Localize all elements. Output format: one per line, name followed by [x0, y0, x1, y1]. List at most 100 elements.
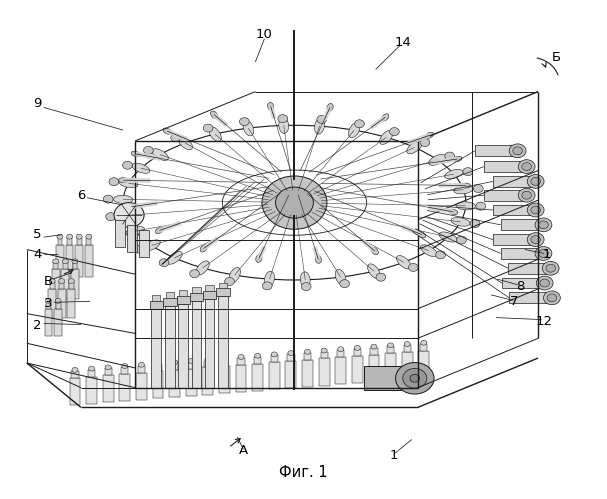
- Bar: [509, 292, 548, 303]
- Ellipse shape: [211, 111, 217, 118]
- Circle shape: [527, 175, 544, 188]
- Bar: [269, 362, 280, 389]
- Bar: [236, 365, 246, 392]
- Circle shape: [513, 147, 523, 155]
- Bar: [70, 378, 80, 405]
- Circle shape: [276, 187, 313, 218]
- Bar: [152, 295, 160, 301]
- Text: 1: 1: [390, 449, 398, 462]
- Text: 10: 10: [256, 28, 273, 41]
- Text: 1: 1: [543, 248, 551, 261]
- Bar: [203, 291, 216, 299]
- Bar: [53, 262, 58, 269]
- Circle shape: [238, 354, 244, 359]
- Ellipse shape: [119, 179, 138, 188]
- Circle shape: [72, 259, 78, 264]
- Bar: [50, 282, 55, 289]
- Bar: [304, 353, 311, 360]
- Ellipse shape: [134, 245, 144, 253]
- Ellipse shape: [278, 115, 288, 123]
- Circle shape: [188, 358, 194, 363]
- Bar: [387, 346, 394, 353]
- Ellipse shape: [382, 114, 389, 121]
- Bar: [484, 190, 523, 201]
- Bar: [302, 360, 313, 387]
- Bar: [88, 370, 95, 377]
- Bar: [54, 309, 62, 336]
- Ellipse shape: [196, 261, 209, 275]
- Circle shape: [518, 160, 535, 174]
- Circle shape: [155, 361, 161, 366]
- Ellipse shape: [454, 186, 473, 194]
- Text: 6: 6: [76, 189, 85, 202]
- Bar: [493, 176, 532, 187]
- Ellipse shape: [439, 232, 457, 242]
- Bar: [402, 352, 413, 379]
- Ellipse shape: [335, 269, 346, 285]
- Bar: [48, 289, 56, 317]
- Bar: [121, 367, 129, 374]
- Bar: [253, 364, 263, 391]
- Bar: [56, 302, 61, 309]
- Circle shape: [72, 367, 78, 372]
- Bar: [219, 366, 230, 393]
- Bar: [337, 350, 344, 357]
- Bar: [149, 301, 163, 309]
- Ellipse shape: [461, 183, 470, 188]
- Bar: [166, 292, 174, 298]
- Bar: [493, 234, 532, 245]
- Ellipse shape: [354, 120, 364, 128]
- Circle shape: [509, 144, 526, 158]
- Circle shape: [527, 203, 544, 217]
- Circle shape: [63, 259, 69, 264]
- Circle shape: [321, 348, 327, 353]
- Circle shape: [410, 374, 419, 382]
- Bar: [352, 356, 363, 383]
- Circle shape: [540, 279, 549, 287]
- Bar: [254, 357, 261, 364]
- Ellipse shape: [163, 128, 171, 134]
- Ellipse shape: [209, 127, 222, 141]
- Circle shape: [67, 234, 73, 239]
- Ellipse shape: [449, 209, 458, 215]
- Ellipse shape: [436, 251, 446, 259]
- Ellipse shape: [155, 228, 164, 234]
- Bar: [368, 354, 379, 382]
- Ellipse shape: [243, 120, 254, 136]
- Bar: [335, 357, 346, 384]
- Circle shape: [536, 276, 553, 290]
- Bar: [501, 220, 540, 230]
- Ellipse shape: [106, 213, 115, 221]
- Ellipse shape: [429, 154, 446, 165]
- Ellipse shape: [368, 264, 380, 278]
- Bar: [418, 351, 429, 378]
- Ellipse shape: [314, 118, 325, 134]
- Circle shape: [122, 364, 128, 368]
- Ellipse shape: [118, 178, 128, 183]
- Ellipse shape: [132, 163, 150, 173]
- Circle shape: [543, 291, 560, 305]
- Circle shape: [222, 356, 228, 361]
- Bar: [151, 309, 161, 388]
- Ellipse shape: [203, 124, 213, 132]
- Circle shape: [531, 178, 540, 185]
- Ellipse shape: [126, 227, 144, 236]
- Text: 2: 2: [33, 319, 42, 332]
- Circle shape: [138, 362, 144, 367]
- Bar: [58, 289, 66, 317]
- Bar: [67, 289, 75, 317]
- Ellipse shape: [425, 132, 433, 138]
- Bar: [163, 298, 177, 306]
- Ellipse shape: [300, 272, 310, 288]
- Bar: [115, 220, 125, 247]
- Ellipse shape: [103, 195, 113, 203]
- Circle shape: [404, 342, 410, 346]
- Ellipse shape: [114, 196, 133, 204]
- Ellipse shape: [265, 271, 274, 287]
- Circle shape: [531, 206, 540, 214]
- Circle shape: [76, 234, 82, 239]
- Ellipse shape: [143, 146, 153, 154]
- Bar: [136, 373, 147, 400]
- Bar: [59, 282, 64, 289]
- Ellipse shape: [444, 169, 463, 179]
